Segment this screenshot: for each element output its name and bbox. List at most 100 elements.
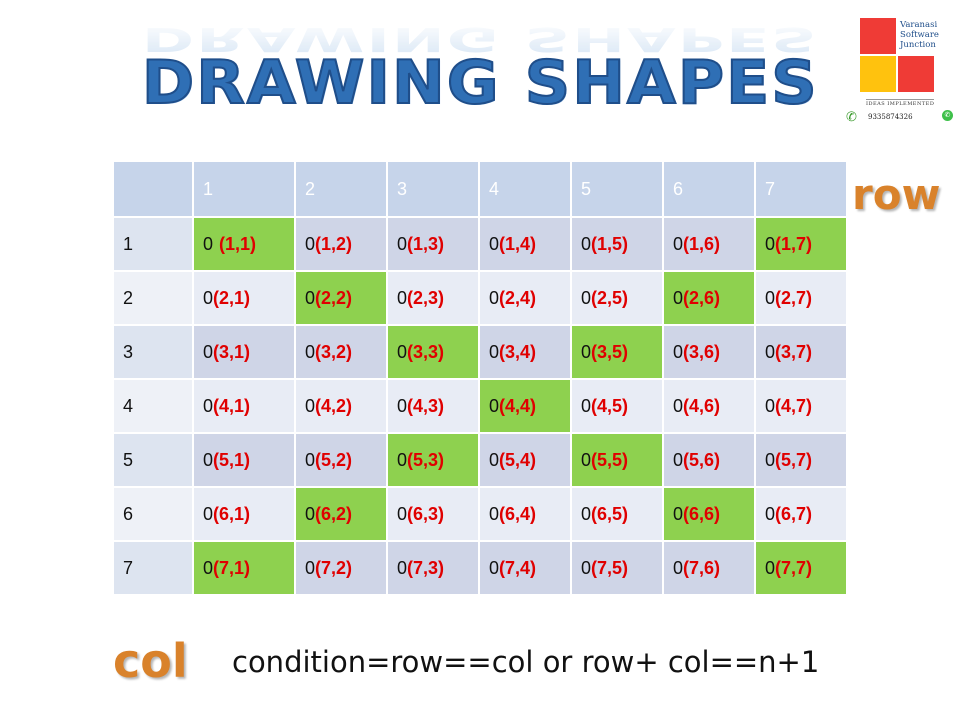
column-header: 7 [754,160,848,218]
cell-coordinate: (2,5) [591,287,629,308]
cell-coordinate: (4,2) [315,395,353,416]
table-cell: 0(7,3) [386,540,480,596]
table-cell: 0(6,5) [570,486,664,542]
highlighted-cell: 0(2,2) [294,270,388,326]
table-cell: 0(1,4) [478,216,572,272]
logo-line-2: Software [900,30,939,40]
table-cell: 0(3,2) [294,324,388,380]
cell-coordinate: (6,4) [499,503,537,524]
column-header: 5 [570,160,664,218]
table-cell: 0(4,6) [662,378,756,434]
cell-value: 0 [489,557,500,578]
cell-value: 0 [305,233,316,254]
cell-value: 0 [489,341,500,362]
highlighted-cell: 0(3,5) [570,324,664,380]
cell-coordinate: (6,5) [591,503,629,524]
table-cell: 0(3,6) [662,324,756,380]
table-cell: 0(7,2) [294,540,388,596]
cell-value: 0 [765,287,776,308]
whatsapp-icon: ✆ [942,110,953,121]
cell-coordinate: (2,6) [683,287,721,308]
cell-value: 0 [203,341,214,362]
cell-coordinate: (7,7) [775,557,813,578]
row-header: 3 [112,324,194,380]
cell-coordinate: (5,2) [315,449,353,470]
table-cell: 0(6,3) [386,486,480,542]
cell-coordinate: (6,7) [775,503,813,524]
cell-value: 0 [203,557,214,578]
cell-value: 0 [673,287,684,308]
logo-text: Varanasi Software Junction [900,20,939,50]
cell-value: 0 [397,341,408,362]
cell-coordinate: (4,6) [683,395,721,416]
highlighted-cell: 0(5,5) [570,432,664,488]
table-cell: 0(3,1) [192,324,296,380]
cell-coordinate: (1,4) [499,233,537,254]
table-cell: 0(2,1) [192,270,296,326]
cell-value: 0 [203,287,214,308]
cell-coordinate: (5,7) [775,449,813,470]
table-cell: 0(2,5) [570,270,664,326]
table-cell: 0(1,3) [386,216,480,272]
table-cell: 0(3,4) [478,324,572,380]
cell-value: 0 [305,503,316,524]
cell-coordinate: (2,7) [775,287,813,308]
table-cell: 0(5,6) [662,432,756,488]
column-header: 6 [662,160,756,218]
cell-coordinate: (7,5) [591,557,629,578]
phone-icon: ✆ [846,110,857,125]
cell-value: 0 [673,449,684,470]
cell-value: 0 [397,503,408,524]
table-cell: 0(7,5) [570,540,664,596]
cell-value: 0 [765,557,776,578]
logo-line-1: Varanasi [900,20,938,30]
cell-value: 0 [581,341,592,362]
cell-coordinate: (3,5) [591,341,629,362]
table-row: 1 0 (1,1) 0(1,2) 0(1,3) 0(1,4) 0(1,5) 0(1,6) 0(1… [112,216,848,272]
cell-value: 0 [673,557,684,578]
column-header: 4 [478,160,572,218]
column-header: 1 [192,160,296,218]
cell-value: 0 [203,503,214,524]
logo-square-red-bottom [898,56,934,92]
cell-value: 0 [673,503,684,524]
table-cell: 0(5,7) [754,432,848,488]
table-cell: 0(4,2) [294,378,388,434]
table-cell: 0(4,5) [570,378,664,434]
table-cell: 0(7,4) [478,540,572,596]
cell-coordinate: (2,4) [499,287,537,308]
cell-value: 0 [581,503,592,524]
cell-coordinate: (1,6) [683,233,721,254]
table-row: 5 0(5,1) 0(5,2) 0(5,3) 0(5,4) 0(5,5) 0(5,6) 0(5… [112,432,848,488]
cell-coordinate: (3,1) [213,341,251,362]
contact-row: ✆ 9335874326 ✆ [846,110,956,126]
column-header: 3 [386,160,480,218]
cell-coordinate: (4,3) [407,395,445,416]
cell-coordinate: (7,1) [213,557,251,578]
column-header: 2 [294,160,388,218]
highlighted-cell: 0(6,2) [294,486,388,542]
cell-coordinate: (7,2) [315,557,353,578]
matrix-body: 1 2 3 4 5 6 7 1 0 (1,1) 0(1,2) 0(1,3) 0(1,4) 0(1,5) 0(… [112,160,848,596]
cell-value: 0 [305,287,316,308]
cell-coordinate: (2,1) [213,287,251,308]
logo-square-red-top [860,18,896,54]
cell-coordinate: (5,4) [499,449,537,470]
cell-value: 0 [765,395,776,416]
condition-text: condition=row==col or row+ col==n+1 [232,645,820,679]
cell-value: 0 [581,395,592,416]
table-row: 3 0(3,1) 0(3,2) 0(3,3) 0(3,4) 0(3,5) 0(3,6) 0(3… [112,324,848,380]
cell-coordinate: (1,5) [591,233,629,254]
cell-value: 0 [489,233,500,254]
table-cell: 0(6,4) [478,486,572,542]
cell-coordinate: (5,1) [213,449,251,470]
cell-coordinate: (6,1) [213,503,251,524]
table-cell: 0(1,5) [570,216,664,272]
cell-value: 0 [305,557,316,578]
cell-value: 0 [305,395,316,416]
table-cell: 0(1,6) [662,216,756,272]
cell-value: 0 [765,503,776,524]
row-header: 1 [112,216,194,272]
cell-value: 0 [305,341,316,362]
